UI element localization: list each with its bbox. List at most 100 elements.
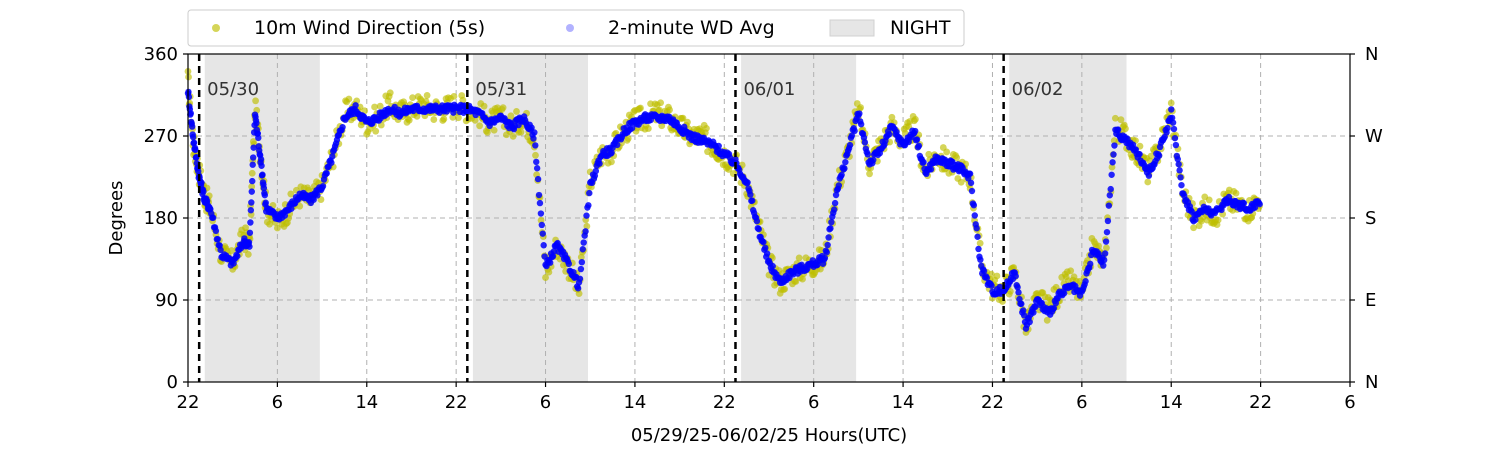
wd-2min-avg-point (824, 241, 831, 249)
wd-2min-avg-point (596, 160, 603, 167)
wd-2min-avg-point (586, 189, 593, 197)
wind-direction-5s-point (976, 239, 984, 247)
wind-direction-5s-point (575, 290, 583, 298)
wd-2min-avg-point (911, 127, 919, 135)
wd-2min-avg-point (1172, 141, 1180, 149)
wind-direction-5s-point (679, 114, 687, 122)
wd-2min-avg-point (1169, 119, 1177, 126)
y2-tick-label: S (1365, 208, 1376, 229)
wd-2min-avg-point (848, 132, 856, 139)
wd-2min-avg-point (534, 175, 542, 183)
wd-2min-avg-point (747, 191, 754, 198)
x-tick-label: 22 (1249, 392, 1272, 413)
wind-direction-5s-point (266, 220, 273, 228)
wd-2min-avg-point (585, 202, 592, 209)
wd-2min-avg-point (533, 158, 540, 166)
wind-direction-5s-point (644, 125, 652, 132)
wd-2min-avg-point (860, 134, 868, 141)
day-marker-layer: 05/30 05/31 06/01 06/02 (197, 54, 1064, 382)
wd-2min-avg-point (1176, 167, 1183, 174)
wind-direction-5s-point (476, 122, 484, 130)
day-label: 06/01 (743, 79, 795, 100)
wd-2min-avg-point (1170, 125, 1178, 133)
wd-2min-avg-point (314, 192, 321, 199)
wind-direction-5s-point (450, 92, 458, 100)
wind-direction-5s-point (624, 135, 632, 142)
legend-swatch-night (829, 19, 875, 37)
wind-direction-5s-point (993, 272, 1001, 280)
wd-2min-avg-point (851, 127, 858, 135)
y-tick-label: 90 (155, 290, 178, 311)
wd-2min-avg-point (260, 184, 268, 192)
wd-2min-avg-point (975, 245, 982, 253)
wd-2min-avg-point (905, 138, 912, 146)
wd-2min-avg-point (1102, 238, 1110, 245)
wind-direction-5s-point (857, 104, 865, 111)
wind-direction-5s-point (542, 274, 549, 281)
wd-2min-avg-point (1054, 295, 1061, 302)
wd-2min-avg-point (831, 199, 839, 207)
wd-2min-avg-point (988, 282, 995, 289)
wd-2min-avg-point (550, 248, 558, 255)
wind-direction-5s-point (480, 102, 488, 110)
wd-2min-avg-point (319, 182, 327, 190)
wd-2min-avg-point (565, 260, 573, 268)
x-tick-label: 6 (1076, 392, 1087, 413)
wind-direction-5s-point (471, 116, 479, 124)
wd-2min-avg-point (1251, 204, 1259, 211)
wind-direction-5s-point (583, 222, 591, 230)
wind-direction-5s-point (545, 268, 553, 276)
wd-2min-avg-point (1100, 262, 1107, 269)
wd-2min-avg-point (248, 199, 255, 206)
wind-direction-5s-point (252, 97, 259, 105)
wd-2min-avg-point (628, 124, 636, 132)
x-tick-label: 6 (272, 392, 283, 413)
wd-2min-avg-point (1087, 260, 1094, 268)
wd-2min-avg-point (830, 206, 838, 213)
wind-direction-5s-point (517, 128, 525, 136)
wind-direction-5s-point (637, 104, 644, 112)
y2-tick-label: N (1365, 372, 1378, 393)
wd-2min-avg-point (983, 274, 991, 282)
wd-2min-avg-point (214, 235, 221, 243)
wind-direction-5s-point (1214, 216, 1222, 224)
wd-2min-avg-point (574, 285, 582, 292)
wind-direction-5s-point (1147, 152, 1155, 160)
wd-2min-avg-point (1155, 152, 1163, 159)
wd-2min-avg-point (323, 170, 330, 177)
wind-direction-5s-point (1190, 224, 1197, 232)
wd-2min-avg-point (1106, 192, 1113, 199)
wd-2min-avg-point (536, 199, 544, 207)
wd-2min-avg-point (1019, 307, 1027, 314)
wind-direction-5s-point (440, 115, 448, 123)
wd-2min-avg-point (1111, 142, 1118, 149)
wd-2min-avg-point (973, 225, 980, 232)
wd-2min-avg-point (753, 217, 761, 225)
wd-2min-avg-point (249, 161, 256, 168)
wd-2min-avg-point (1177, 174, 1184, 181)
wind-direction-5s-point (799, 275, 806, 283)
series-layer (184, 68, 1263, 336)
wind-direction-5s-point (795, 254, 803, 262)
wd-2min-avg-point (262, 199, 269, 206)
wd-2min-avg-point (1014, 284, 1021, 291)
wd-2min-avg-point (1082, 278, 1089, 285)
wd-2min-avg-point (762, 244, 769, 252)
x-tick-label: 14 (355, 392, 378, 413)
wd-2min-avg-point (1101, 250, 1109, 257)
wd-2min-avg-point (257, 156, 265, 163)
wd-2min-avg-point (1105, 202, 1113, 209)
legend-label: 2-minute WD Avg (608, 17, 775, 39)
wd-2min-avg-point (749, 197, 756, 204)
wd-2min-avg-point (185, 93, 193, 101)
legend-label-night: NIGHT (890, 17, 951, 39)
wind-direction-5s-point (1167, 99, 1175, 107)
wind-direction-5s-point (684, 118, 691, 126)
wd-2min-avg-point (996, 283, 1004, 291)
wd-2min-avg-point (967, 179, 975, 187)
legend-marker (212, 24, 220, 32)
wd-2min-avg-point (1174, 155, 1181, 163)
wd-2min-avg-point (1168, 114, 1176, 122)
wind-direction-5s-point (657, 99, 665, 107)
wd-2min-avg-point (253, 119, 260, 127)
